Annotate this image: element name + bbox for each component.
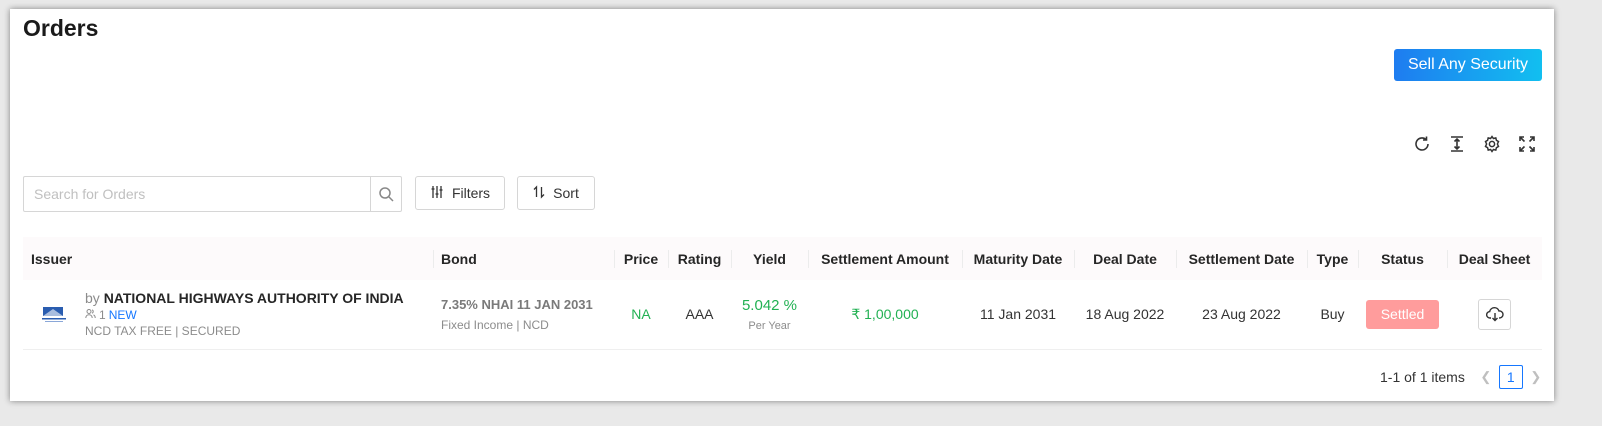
col-deal-sheet[interactable]: Deal Sheet (1447, 237, 1542, 280)
search-icon[interactable] (370, 177, 401, 211)
yield-value: 5.042 % (741, 296, 798, 314)
sliders-icon (430, 185, 444, 202)
status-badge: Settled (1366, 299, 1439, 329)
table-row[interactable]: by NATIONAL HIGHWAYS AUTHORITY OF INDIA … (23, 280, 1542, 349)
col-settlement-date[interactable]: Settlement Date (1176, 237, 1307, 280)
filters-button[interactable]: Filters (415, 176, 505, 210)
next-page-icon[interactable]: ❯ (1530, 369, 1542, 384)
col-rating[interactable]: Rating (668, 237, 731, 280)
search-box (23, 176, 402, 212)
col-issuer[interactable]: Issuer (31, 250, 73, 267)
settlement-date-cell: 23 Aug 2022 (1202, 306, 1281, 323)
bond-type: Fixed Income | NCD (441, 317, 549, 332)
price-cell: NA (631, 306, 651, 323)
refresh-icon[interactable] (1412, 134, 1432, 154)
col-type[interactable]: Type (1307, 237, 1358, 280)
deal-date-cell: 18 Aug 2022 (1085, 306, 1165, 323)
search-input[interactable] (24, 177, 370, 211)
sort-label: Sort (553, 185, 579, 201)
orders-table: Issuer Bond Price Rating Yield Settlemen… (23, 237, 1542, 350)
col-price[interactable]: Price (614, 237, 668, 280)
col-deal-date[interactable]: Deal Date (1074, 237, 1176, 280)
settlement-amount-cell: ₹ 1,00,000 (851, 305, 919, 322)
col-yield[interactable]: Yield (731, 237, 808, 280)
yield-period: Per Year (748, 319, 791, 332)
filters-label: Filters (451, 185, 491, 201)
sort-button[interactable]: Sort (517, 176, 595, 210)
issuer-cell: by NATIONAL HIGHWAYS AUTHORITY OF INDIA … (29, 290, 427, 338)
issuer-logo (41, 304, 67, 324)
sell-any-security-button[interactable]: Sell Any Security (1394, 49, 1542, 81)
sort-icon (533, 184, 545, 202)
new-tag: NEW (108, 308, 137, 323)
pagination-summary: 1-1 of 1 items (1380, 369, 1465, 385)
col-bond[interactable]: Bond (433, 237, 614, 280)
rating-cell: AAA (685, 306, 714, 323)
issuer-by: by (85, 290, 100, 307)
download-deal-sheet-button[interactable] (1478, 298, 1511, 330)
users-icon (85, 308, 96, 322)
table-header-row: Issuer Bond Price Rating Yield Settlemen… (23, 237, 1542, 280)
orders-card: Orders Sell Any Security Filters Sort (10, 9, 1554, 401)
col-settlement-amount[interactable]: Settlement Amount (808, 237, 962, 280)
prev-page-icon[interactable]: ❮ (1480, 369, 1492, 384)
page-title: Orders (23, 15, 99, 41)
col-status[interactable]: Status (1358, 237, 1447, 280)
cloud-download-icon (1485, 307, 1504, 322)
issuer-name[interactable]: NATIONAL HIGHWAYS AUTHORITY OF INDIA (103, 290, 404, 307)
holders-count: 1 (99, 308, 106, 323)
issuer-tags: NCD TAX FREE | SECURED (85, 324, 241, 339)
maturity-date-cell: 11 Jan 2031 (979, 306, 1057, 323)
col-maturity-date[interactable]: Maturity Date (962, 237, 1074, 280)
pagination: 1-1 of 1 items ❮ 1 ❯ (1380, 365, 1543, 389)
table-tools (1412, 134, 1537, 154)
settings-icon[interactable] (1482, 134, 1502, 154)
column-height-icon[interactable] (1447, 134, 1467, 154)
bond-name[interactable]: 7.35% NHAI 11 JAN 2031 (441, 296, 593, 312)
type-cell: Buy (1320, 306, 1345, 323)
page-number[interactable]: 1 (1498, 365, 1523, 389)
holders-line: 1 NEW (85, 308, 404, 322)
fullscreen-icon[interactable] (1517, 134, 1537, 154)
